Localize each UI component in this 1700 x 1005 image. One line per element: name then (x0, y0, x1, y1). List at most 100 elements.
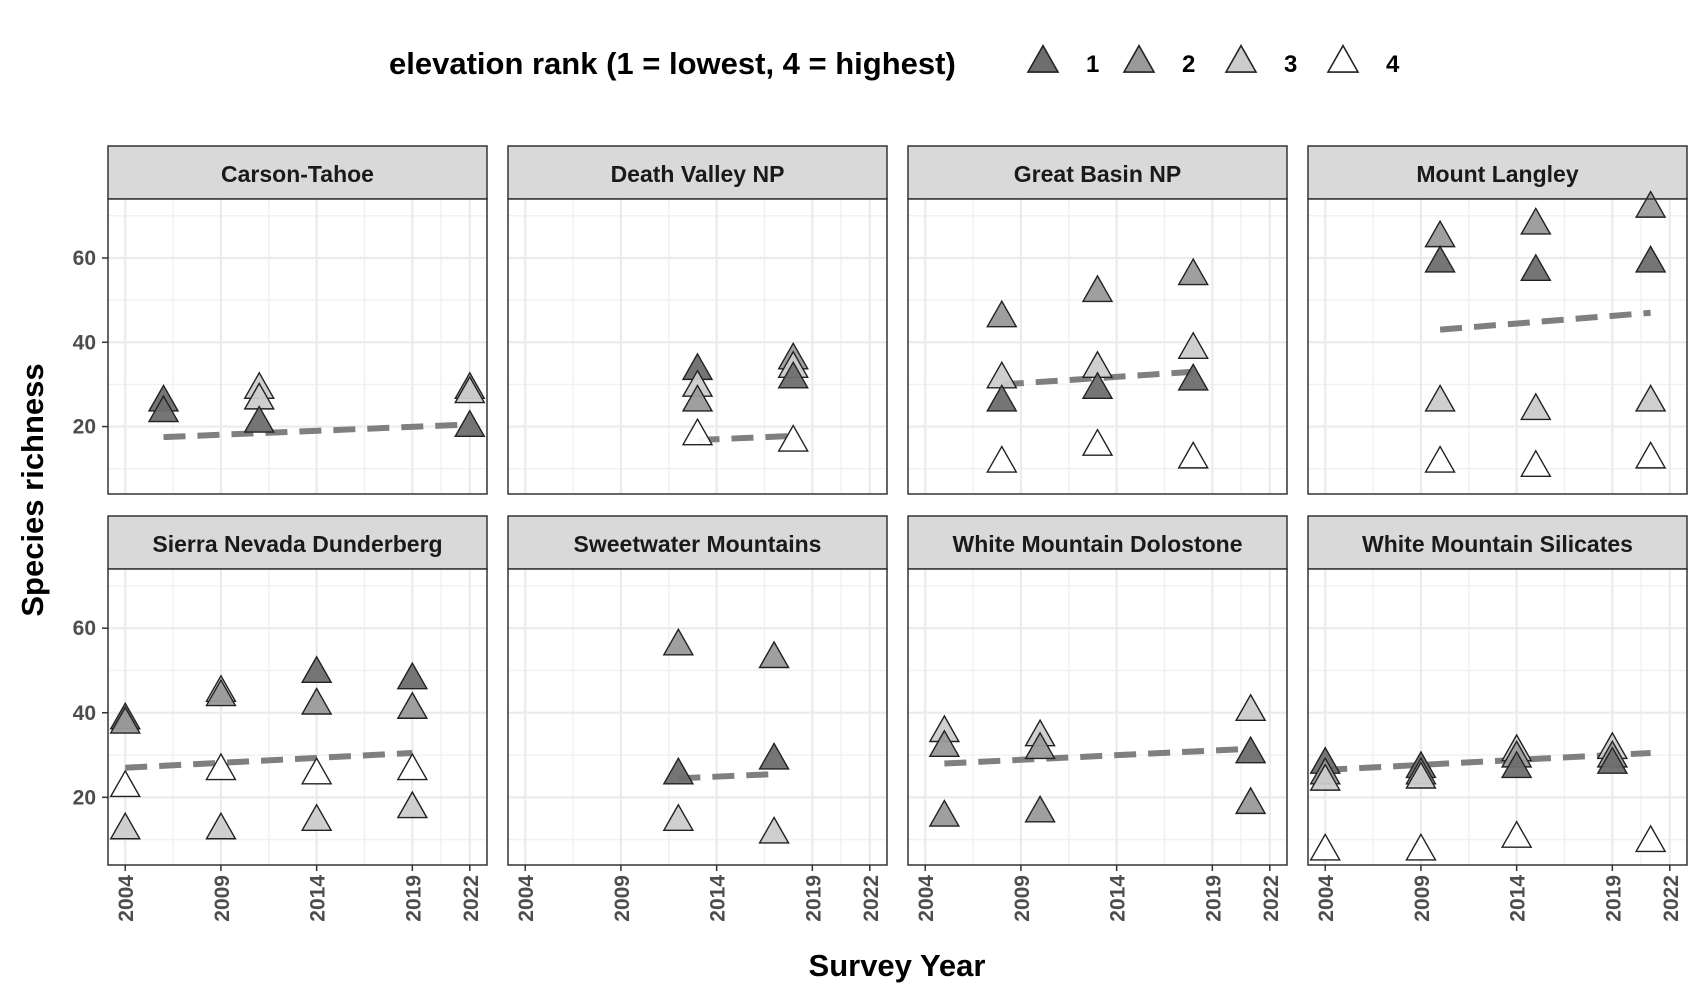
data-point-rank-1 (1424, 244, 1456, 273)
data-point-rank-1 (1177, 362, 1209, 391)
data-point-rank-2 (1634, 190, 1667, 218)
legend-label-2: 2 (1182, 51, 1195, 78)
panel-border (907, 198, 1288, 495)
trend-line (697, 432, 794, 444)
data-point-rank-3 (662, 803, 695, 831)
trend-line (944, 745, 1251, 767)
data-point-rank-4 (1405, 832, 1437, 861)
data-point-rank-4 (1081, 428, 1114, 456)
legend-key-2 (1122, 44, 1156, 73)
panel-border (507, 198, 888, 495)
data-point-rank-2 (681, 384, 714, 412)
data-point-rank-1 (1500, 750, 1533, 779)
data-point-rank-2 (205, 678, 237, 707)
x-tick-label: 2004 (515, 875, 538, 922)
legend-label-1: 1 (1086, 51, 1099, 78)
data-point-rank-4 (681, 417, 714, 446)
facet-panels: Carson-Tahoe 20 40 60 Death Valley NP Great B… (73, 145, 1688, 922)
panel-strip (507, 515, 888, 570)
data-point-rank-2 (986, 299, 1018, 328)
panel-8: White Mountain Silicates 2004 2009 2014 2019… (1307, 515, 1688, 922)
data-point-rank-2 (1081, 274, 1114, 303)
x-tick-label: 2022 (860, 875, 883, 922)
x-tick-label: 2019 (1202, 875, 1225, 922)
panel-6: Sweetwater Mountains 2004 2009 2014 2019 2022 (507, 515, 888, 922)
data-point-rank-2 (758, 640, 790, 669)
data-point-rank-1 (1520, 253, 1552, 282)
data-point-rank-2 (1024, 731, 1056, 760)
x-tick-label: 2022 (1660, 875, 1683, 922)
x-tick-label: 2009 (1411, 875, 1434, 922)
x-tick-label: 2019 (402, 875, 425, 922)
x-tick-label: 2004 (115, 875, 138, 922)
trend-line (678, 771, 775, 782)
data-point-rank-4 (1520, 449, 1552, 478)
trend-line (1439, 309, 1651, 333)
x-tick-label: 2014 (707, 875, 730, 922)
data-point-rank-1 (1081, 371, 1114, 400)
data-point-rank-4 (986, 445, 1018, 473)
data-point-rank-3 (205, 811, 237, 840)
data-point-rank-3 (1405, 761, 1437, 789)
plot-area (508, 199, 887, 494)
panel-strip (1307, 515, 1688, 570)
data-point-rank-3 (1634, 384, 1667, 412)
data-point-rank-3 (1234, 693, 1267, 722)
data-point-rank-2 (1177, 257, 1209, 286)
data-point-rank-4 (205, 752, 237, 781)
panel-3: Great Basin NP (907, 145, 1288, 495)
plot-area (1308, 199, 1687, 494)
data-point-rank-2 (396, 691, 429, 719)
x-tick-label: 2009 (1011, 875, 1034, 922)
x-tick-label: 2014 (1107, 875, 1130, 922)
data-point-rank-2 (928, 729, 961, 757)
x-tick-label: 2014 (307, 875, 330, 922)
data-point-rank-3 (1520, 392, 1552, 421)
panel-strip (1307, 145, 1688, 200)
y-tick-label: 20 (73, 786, 96, 809)
data-point-rank-2 (1520, 207, 1552, 235)
data-point-rank-2 (300, 687, 333, 715)
data-point-rank-2 (662, 627, 695, 656)
data-point-rank-1 (662, 756, 695, 785)
data-point-rank-3 (758, 816, 790, 844)
data-point-rank-3 (300, 803, 333, 831)
trend-line (125, 749, 413, 771)
data-point-rank-1 (758, 742, 790, 770)
panel-4: Mount Langley (1307, 145, 1688, 495)
data-point-rank-3 (1309, 763, 1341, 791)
x-tick-label: 2009 (611, 875, 634, 922)
data-point-rank-1 (1596, 746, 1629, 774)
panel-title: Carson-Tahoe (221, 161, 374, 187)
data-point-rank-3 (1177, 331, 1209, 360)
plot-area (108, 199, 487, 494)
data-point-rank-1 (777, 360, 809, 389)
panel-1: Carson-Tahoe 20 40 60 (73, 145, 488, 495)
data-point-rank-2 (1234, 786, 1267, 815)
data-point-rank-2 (928, 799, 961, 827)
legend-key-4 (1326, 44, 1360, 73)
legend-items: 1 2 3 4 (1026, 44, 1400, 78)
trend-line (163, 421, 470, 441)
data-point-rank-2 (109, 706, 141, 734)
y-tick-label: 40 (73, 331, 96, 354)
data-point-rank-1 (396, 661, 429, 690)
data-point-rank-1 (300, 655, 333, 683)
x-tick-label: 2014 (1507, 875, 1530, 922)
data-point-rank-4 (777, 424, 809, 452)
data-point-rank-4 (1500, 820, 1533, 848)
data-point-rank-3 (109, 811, 141, 840)
data-point-rank-4 (300, 756, 333, 785)
panel-border (1307, 568, 1688, 866)
legend-title: elevation rank (1 = lowest, 4 = highest) (389, 46, 956, 81)
panel-title: Great Basin NP (1014, 161, 1181, 187)
panel-border (907, 568, 1288, 866)
y-tick-label: 60 (73, 247, 96, 270)
data-point-rank-4 (396, 752, 429, 781)
panel-2: Death Valley NP (507, 145, 888, 495)
plot-area (508, 569, 887, 865)
panel-7: White Mountain Dolostone 2004 2009 2014 2019… (907, 515, 1288, 922)
panel-title: Sierra Nevada Dunderberg (152, 531, 442, 557)
